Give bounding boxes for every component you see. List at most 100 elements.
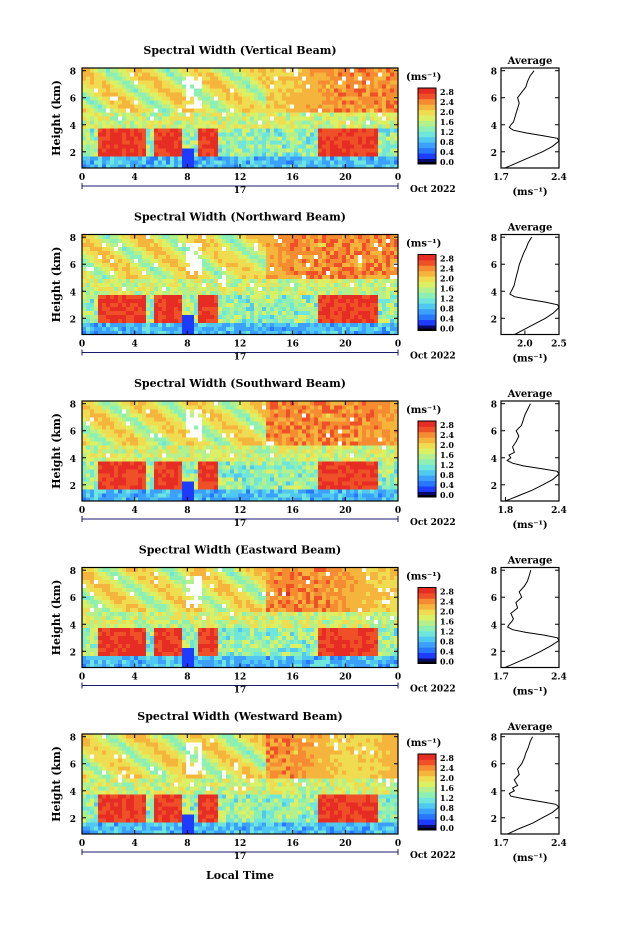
heatmap-cell <box>330 310 335 315</box>
heatmap-cell <box>206 160 211 165</box>
heatmap-cell <box>154 433 159 438</box>
heatmap-cell <box>210 164 215 168</box>
heatmap-cell <box>330 148 335 153</box>
heatmap-cell <box>102 250 107 255</box>
heatmap-cell <box>310 84 315 89</box>
heatmap-cell <box>378 152 383 157</box>
heatmap-cell <box>214 306 219 311</box>
heatmap-cell <box>170 405 175 410</box>
heatmap-cell <box>162 417 167 422</box>
heatmap-cell <box>94 108 99 113</box>
profile-title: Average <box>507 56 553 67</box>
heatmap-cell <box>230 290 235 295</box>
heatmap-cell <box>190 425 195 430</box>
heatmap-cell <box>290 136 295 141</box>
heatmap-cell <box>318 124 323 129</box>
heatmap-cell <box>238 144 243 149</box>
heatmap-cell <box>82 421 87 426</box>
heatmap-cell <box>222 140 227 145</box>
heatmap-cell <box>306 72 311 77</box>
heatmap-cell <box>358 144 363 149</box>
colorbar-segment <box>418 153 436 159</box>
heatmap-cell <box>126 76 131 81</box>
heatmap-cell <box>82 84 87 89</box>
heatmap-cell <box>110 449 115 454</box>
heatmap-cell <box>314 286 319 291</box>
heatmap-cell <box>178 473 183 478</box>
heatmap-cell <box>206 132 211 137</box>
heatmap-cell <box>186 302 191 307</box>
heatmap-cell <box>210 417 215 422</box>
heatmap-cell <box>234 234 239 239</box>
heatmap-cell <box>122 100 127 105</box>
heatmap-cell <box>102 330 107 335</box>
heatmap-cell <box>262 234 267 239</box>
heatmap-cell <box>330 246 335 251</box>
heatmap-cell <box>178 104 183 109</box>
heatmap-cell <box>154 84 159 89</box>
heatmap-cell <box>358 290 363 295</box>
heatmap-cell <box>318 112 323 117</box>
heatmap-cell <box>394 330 398 335</box>
heatmap-cell <box>246 160 251 165</box>
heatmap-cell <box>194 481 199 486</box>
heatmap-cell <box>102 469 107 474</box>
heatmap-cell <box>94 140 99 145</box>
colorbar-segment <box>418 109 436 116</box>
heatmap-cell <box>274 270 279 275</box>
heatmap-cell <box>178 421 183 426</box>
heatmap-cell <box>98 485 103 490</box>
heatmap-cell <box>378 314 383 319</box>
heatmap-cell <box>334 270 339 275</box>
heatmap-cell <box>350 326 355 331</box>
heatmap-cell <box>102 421 107 426</box>
heatmap-cell <box>358 120 363 125</box>
heatmap-cell <box>366 160 371 165</box>
heatmap-cell <box>194 136 199 141</box>
heatmap-cell <box>314 92 319 97</box>
heatmap-cell <box>262 246 267 251</box>
heatmap-cell <box>130 120 135 125</box>
heatmap-cell <box>362 116 367 121</box>
heatmap-cell <box>290 72 295 77</box>
heatmap-cell <box>314 242 319 247</box>
heatmap-cell <box>338 128 343 133</box>
heatmap-cell <box>290 88 295 93</box>
heatmap-cell <box>210 132 215 137</box>
heatmap-cell <box>266 120 271 125</box>
heatmap-cell <box>150 128 155 133</box>
heatmap-cell <box>174 132 179 137</box>
heatmap-cell <box>342 254 347 259</box>
heatmap-cell <box>106 140 111 145</box>
heatmap-cell <box>370 96 375 101</box>
heatmap-cell <box>186 104 191 109</box>
heatmap-cell <box>266 270 271 275</box>
heatmap-cell <box>158 128 163 133</box>
heatmap-cell <box>198 314 203 319</box>
heatmap-cell <box>206 152 211 157</box>
profile-y-tick-label: 6 <box>491 261 497 271</box>
heatmap-cell <box>254 286 259 291</box>
heatmap-cell <box>350 274 355 279</box>
heatmap-cell <box>154 88 159 93</box>
heatmap-cell <box>262 104 267 109</box>
heatmap-cell <box>358 302 363 307</box>
heatmap-cell <box>310 136 315 141</box>
heatmap-cell <box>102 254 107 259</box>
heatmap-cell <box>102 493 107 498</box>
heatmap-cell <box>246 156 251 161</box>
heatmap-cell <box>126 282 131 287</box>
heatmap-cell <box>294 100 299 105</box>
heatmap-cell <box>306 96 311 101</box>
heatmap-cell <box>322 88 327 93</box>
heatmap-cell <box>274 108 279 113</box>
heatmap-cell <box>274 104 279 109</box>
heatmap-cell <box>210 96 215 101</box>
heatmap-cell <box>294 294 299 299</box>
heatmap-cell <box>178 477 183 482</box>
heatmap-cell <box>170 429 175 434</box>
heatmap-cell <box>118 80 123 85</box>
heatmap-cell <box>394 314 398 319</box>
heatmap-cell <box>138 258 143 263</box>
heatmap-cell <box>186 282 191 287</box>
